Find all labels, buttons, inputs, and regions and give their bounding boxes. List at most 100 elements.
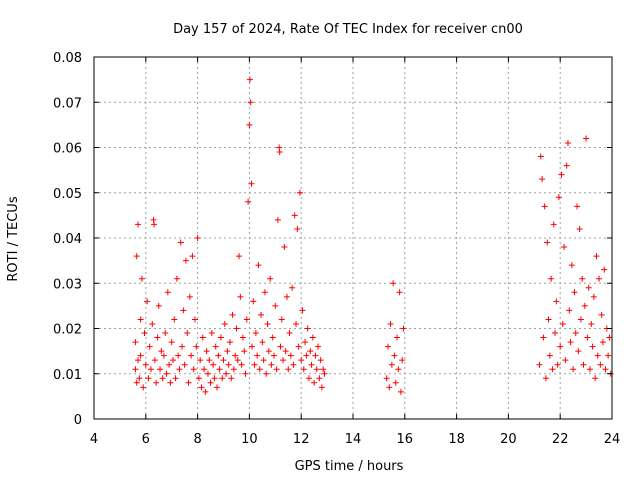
data-point (387, 320, 394, 327)
data-point (305, 375, 312, 382)
data-point (395, 366, 402, 373)
y-axis-label: ROTI / TECUs (6, 196, 21, 281)
data-point (144, 298, 151, 305)
data-point (172, 375, 179, 382)
x-tick-label: 14 (345, 432, 362, 447)
chart-title: Day 157 of 2024, Rate Of TEC Index for r… (173, 22, 523, 37)
data-point (137, 352, 144, 359)
data-point (182, 257, 189, 264)
data-point (208, 330, 215, 337)
data-point (263, 370, 270, 377)
data-point (585, 284, 592, 291)
data-point (384, 343, 391, 350)
data-point (558, 171, 565, 178)
data-point (169, 357, 176, 364)
data-point (390, 280, 397, 287)
data-point (309, 334, 316, 341)
y-tick-label: 0.01 (53, 368, 82, 383)
data-point (282, 348, 289, 355)
data-point (133, 379, 140, 386)
x-tick-label: 20 (500, 432, 517, 447)
data-point (388, 361, 395, 368)
data-point (259, 339, 266, 346)
data-point (135, 221, 142, 228)
data-point (212, 343, 219, 350)
data-point (396, 289, 403, 296)
data-point (290, 361, 297, 368)
data-point (391, 352, 398, 359)
x-tick-label: 16 (397, 432, 414, 447)
data-point (258, 311, 265, 318)
data-point (256, 366, 263, 373)
data-point (303, 352, 310, 359)
data-point (579, 275, 586, 282)
data-point (581, 302, 588, 309)
data-point (247, 99, 254, 106)
data-point (577, 316, 584, 323)
data-point (190, 366, 197, 373)
data-point (280, 357, 287, 364)
data-point (541, 203, 548, 210)
data-point (181, 361, 188, 368)
data-point (602, 366, 609, 373)
data-point (599, 339, 606, 346)
data-point (557, 343, 564, 350)
data-point (307, 348, 314, 355)
data-point (267, 275, 274, 282)
data-point (562, 357, 569, 364)
data-point (260, 357, 267, 364)
data-point (383, 375, 390, 382)
data-point (392, 379, 399, 386)
data-point (397, 388, 404, 395)
data-point (544, 239, 551, 246)
data-point (276, 144, 283, 151)
x-tick-label: 18 (448, 432, 465, 447)
x-tick-label: 10 (241, 432, 258, 447)
data-point (234, 357, 241, 364)
data-point (269, 334, 276, 341)
data-point (254, 352, 261, 359)
data-point (552, 330, 559, 337)
data-point (568, 262, 575, 269)
data-point (141, 330, 148, 337)
data-point (150, 216, 157, 223)
data-point (606, 334, 613, 341)
data-point (203, 348, 210, 355)
data-point (580, 361, 587, 368)
data-point (246, 121, 253, 128)
y-tick-label: 0.08 (53, 51, 82, 66)
data-point (229, 311, 236, 318)
data-point (162, 330, 169, 337)
data-point (180, 307, 187, 314)
data-point (140, 384, 147, 391)
data-point (276, 149, 283, 156)
data-point (289, 284, 296, 291)
x-axis-label: GPS time / hours (295, 459, 404, 474)
y-tick-label: 0.04 (53, 232, 82, 247)
data-point (192, 316, 199, 323)
data-point (555, 194, 562, 201)
data-point (594, 352, 601, 359)
data-point (228, 375, 235, 382)
data-point (265, 348, 272, 355)
data-point (583, 135, 590, 142)
data-point (561, 244, 568, 251)
data-point (584, 334, 591, 341)
data-point (572, 330, 579, 337)
data-point (548, 275, 555, 282)
x-tick-label: 24 (604, 432, 621, 447)
data-point (189, 253, 196, 260)
data-point (179, 343, 186, 350)
data-point (273, 366, 280, 373)
data-point (302, 339, 309, 346)
data-point (132, 366, 139, 373)
data-point (238, 361, 245, 368)
data-point (592, 375, 599, 382)
data-points (132, 76, 614, 395)
data-point (248, 343, 255, 350)
data-point (316, 375, 323, 382)
data-point (248, 180, 255, 187)
data-point (597, 361, 604, 368)
data-point (160, 352, 167, 359)
